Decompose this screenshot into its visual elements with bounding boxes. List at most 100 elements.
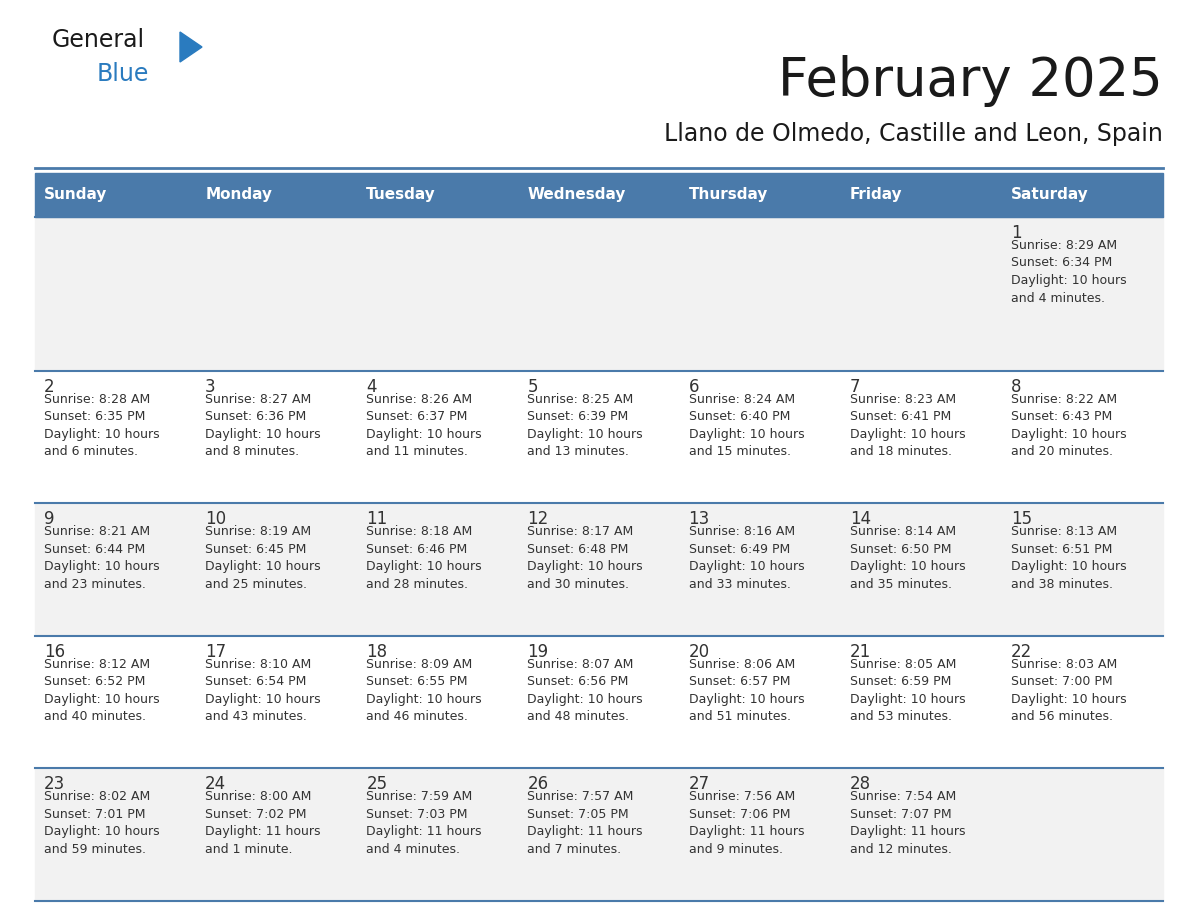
- Text: and 1 minute.: and 1 minute.: [206, 843, 292, 856]
- Text: and 38 minutes.: and 38 minutes.: [1011, 577, 1113, 590]
- Text: 22: 22: [1011, 643, 1032, 661]
- Text: Friday: Friday: [849, 187, 903, 203]
- Text: and 43 minutes.: and 43 minutes.: [206, 711, 307, 723]
- Text: 20: 20: [689, 643, 709, 661]
- Text: Sunset: 6:45 PM: Sunset: 6:45 PM: [206, 543, 307, 555]
- Text: Daylight: 10 hours: Daylight: 10 hours: [366, 560, 482, 573]
- Text: Sunset: 6:51 PM: Sunset: 6:51 PM: [1011, 543, 1112, 555]
- Text: Sunset: 7:01 PM: Sunset: 7:01 PM: [44, 808, 145, 821]
- Text: Sunset: 6:35 PM: Sunset: 6:35 PM: [44, 410, 145, 423]
- Text: Daylight: 10 hours: Daylight: 10 hours: [527, 428, 643, 441]
- Text: and 33 minutes.: and 33 minutes.: [689, 577, 790, 590]
- Text: Sunrise: 8:02 AM: Sunrise: 8:02 AM: [44, 790, 150, 803]
- Text: 28: 28: [849, 775, 871, 793]
- Text: Daylight: 10 hours: Daylight: 10 hours: [206, 560, 321, 573]
- Text: and 56 minutes.: and 56 minutes.: [1011, 711, 1113, 723]
- Bar: [34, 768, 1163, 901]
- Text: and 4 minutes.: and 4 minutes.: [1011, 292, 1105, 305]
- Text: 24: 24: [206, 775, 226, 793]
- Text: Blue: Blue: [97, 62, 150, 86]
- Bar: [34, 503, 1163, 635]
- Text: Sunrise: 8:22 AM: Sunrise: 8:22 AM: [1011, 393, 1117, 406]
- Text: Sunrise: 8:03 AM: Sunrise: 8:03 AM: [1011, 657, 1117, 671]
- Polygon shape: [181, 32, 202, 62]
- Text: 19: 19: [527, 643, 549, 661]
- Text: 11: 11: [366, 510, 387, 528]
- Text: Sunrise: 8:19 AM: Sunrise: 8:19 AM: [206, 525, 311, 538]
- Text: and 11 minutes.: and 11 minutes.: [366, 445, 468, 458]
- Text: Sunrise: 8:24 AM: Sunrise: 8:24 AM: [689, 393, 795, 406]
- Text: 21: 21: [849, 643, 871, 661]
- Text: 10: 10: [206, 510, 226, 528]
- Text: Sunrise: 8:06 AM: Sunrise: 8:06 AM: [689, 657, 795, 671]
- Text: and 48 minutes.: and 48 minutes.: [527, 711, 630, 723]
- Text: 13: 13: [689, 510, 709, 528]
- Text: Sunset: 6:41 PM: Sunset: 6:41 PM: [849, 410, 950, 423]
- Text: 15: 15: [1011, 510, 1032, 528]
- Text: 8: 8: [1011, 377, 1022, 396]
- Text: Sunrise: 7:54 AM: Sunrise: 7:54 AM: [849, 790, 956, 803]
- Text: and 13 minutes.: and 13 minutes.: [527, 445, 630, 458]
- Text: Sunday: Sunday: [44, 187, 107, 203]
- Text: Thursday: Thursday: [689, 187, 767, 203]
- Text: Sunset: 7:07 PM: Sunset: 7:07 PM: [849, 808, 952, 821]
- Text: Sunset: 7:06 PM: Sunset: 7:06 PM: [689, 808, 790, 821]
- Text: Sunset: 6:49 PM: Sunset: 6:49 PM: [689, 543, 790, 555]
- Text: Daylight: 10 hours: Daylight: 10 hours: [689, 560, 804, 573]
- Text: and 4 minutes.: and 4 minutes.: [366, 843, 460, 856]
- Text: and 18 minutes.: and 18 minutes.: [849, 445, 952, 458]
- Text: Sunrise: 7:59 AM: Sunrise: 7:59 AM: [366, 790, 473, 803]
- Text: Daylight: 10 hours: Daylight: 10 hours: [527, 693, 643, 706]
- Text: Sunrise: 8:16 AM: Sunrise: 8:16 AM: [689, 525, 795, 538]
- Text: 2: 2: [44, 377, 55, 396]
- Text: Sunrise: 8:23 AM: Sunrise: 8:23 AM: [849, 393, 956, 406]
- Text: and 7 minutes.: and 7 minutes.: [527, 843, 621, 856]
- Text: and 20 minutes.: and 20 minutes.: [1011, 445, 1113, 458]
- Text: Sunrise: 8:28 AM: Sunrise: 8:28 AM: [44, 393, 150, 406]
- Text: Daylight: 10 hours: Daylight: 10 hours: [527, 560, 643, 573]
- Text: Daylight: 11 hours: Daylight: 11 hours: [527, 825, 643, 838]
- Text: Sunrise: 7:57 AM: Sunrise: 7:57 AM: [527, 790, 634, 803]
- Text: Sunset: 6:48 PM: Sunset: 6:48 PM: [527, 543, 628, 555]
- Text: and 51 minutes.: and 51 minutes.: [689, 711, 790, 723]
- Text: and 6 minutes.: and 6 minutes.: [44, 445, 138, 458]
- Text: Daylight: 10 hours: Daylight: 10 hours: [44, 560, 159, 573]
- Text: Sunrise: 8:21 AM: Sunrise: 8:21 AM: [44, 525, 150, 538]
- Text: Daylight: 10 hours: Daylight: 10 hours: [366, 693, 482, 706]
- Text: and 12 minutes.: and 12 minutes.: [849, 843, 952, 856]
- Text: 18: 18: [366, 643, 387, 661]
- Text: Daylight: 10 hours: Daylight: 10 hours: [689, 428, 804, 441]
- Text: Daylight: 10 hours: Daylight: 10 hours: [44, 693, 159, 706]
- Text: and 25 minutes.: and 25 minutes.: [206, 577, 308, 590]
- Text: Daylight: 10 hours: Daylight: 10 hours: [849, 693, 966, 706]
- Text: Daylight: 10 hours: Daylight: 10 hours: [366, 428, 482, 441]
- Text: Daylight: 10 hours: Daylight: 10 hours: [1011, 693, 1126, 706]
- Text: Sunrise: 8:10 AM: Sunrise: 8:10 AM: [206, 657, 311, 671]
- Text: Sunrise: 8:05 AM: Sunrise: 8:05 AM: [849, 657, 956, 671]
- Text: Daylight: 10 hours: Daylight: 10 hours: [1011, 428, 1126, 441]
- Text: Sunrise: 7:56 AM: Sunrise: 7:56 AM: [689, 790, 795, 803]
- Bar: [34, 173, 1163, 217]
- Text: 16: 16: [44, 643, 65, 661]
- Text: Sunset: 6:50 PM: Sunset: 6:50 PM: [849, 543, 952, 555]
- Text: Daylight: 10 hours: Daylight: 10 hours: [1011, 560, 1126, 573]
- Text: Daylight: 10 hours: Daylight: 10 hours: [849, 560, 966, 573]
- Text: and 53 minutes.: and 53 minutes.: [849, 711, 952, 723]
- Text: Sunrise: 8:18 AM: Sunrise: 8:18 AM: [366, 525, 473, 538]
- Text: Llano de Olmedo, Castille and Leon, Spain: Llano de Olmedo, Castille and Leon, Spai…: [664, 122, 1163, 146]
- Text: Daylight: 10 hours: Daylight: 10 hours: [206, 428, 321, 441]
- Text: Sunrise: 8:14 AM: Sunrise: 8:14 AM: [849, 525, 956, 538]
- Text: Sunset: 6:46 PM: Sunset: 6:46 PM: [366, 543, 468, 555]
- Text: Sunrise: 8:17 AM: Sunrise: 8:17 AM: [527, 525, 633, 538]
- Text: Monday: Monday: [206, 187, 272, 203]
- Text: and 15 minutes.: and 15 minutes.: [689, 445, 790, 458]
- Text: Tuesday: Tuesday: [366, 187, 436, 203]
- Text: Sunset: 6:54 PM: Sunset: 6:54 PM: [206, 675, 307, 688]
- Text: 17: 17: [206, 643, 226, 661]
- Text: Daylight: 10 hours: Daylight: 10 hours: [1011, 274, 1126, 287]
- Text: Sunrise: 8:26 AM: Sunrise: 8:26 AM: [366, 393, 473, 406]
- Text: Sunset: 6:52 PM: Sunset: 6:52 PM: [44, 675, 145, 688]
- Text: 7: 7: [849, 377, 860, 396]
- Text: Sunrise: 8:07 AM: Sunrise: 8:07 AM: [527, 657, 634, 671]
- Text: 1: 1: [1011, 224, 1022, 242]
